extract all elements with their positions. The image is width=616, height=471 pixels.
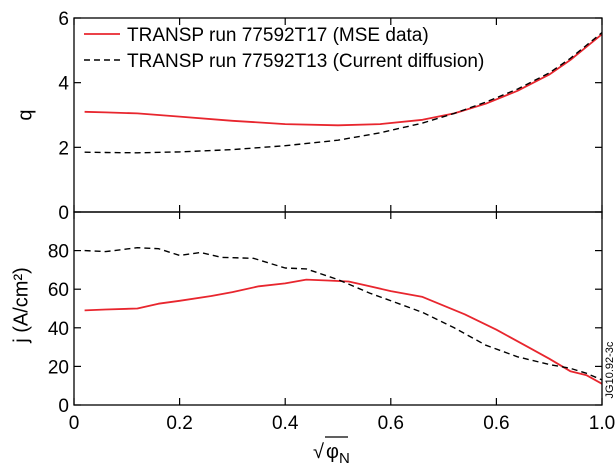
y-tick-label: 20 <box>48 357 69 378</box>
y-tick-label: 4 <box>58 74 69 95</box>
y-tick-label: 80 <box>48 242 69 263</box>
q-series-line-2 <box>84 32 603 154</box>
x-axis-phi: φ <box>326 441 339 463</box>
x-axis-subscript: N <box>339 450 350 466</box>
j-panel: 0 0.2 0.4 0.6 0.6 1.0 0 20 40 60 80 j (A/cm²) <box>10 211 615 434</box>
y-tick-label: 0 <box>58 203 69 224</box>
j-series-line-2 <box>84 247 603 381</box>
y-tick-label: 0 <box>58 396 69 417</box>
j-panel-frame <box>73 211 603 406</box>
y-tick-label: 6 <box>58 9 69 30</box>
legend-label: TRANSP run 77592T13 (Current diffusion) <box>127 51 484 72</box>
x-axis-root-sign: √ <box>313 441 324 463</box>
x-tick-label: 0.4 <box>272 413 299 434</box>
y-tick-label: 60 <box>48 280 69 301</box>
x-tick-label: 0.6 <box>378 413 404 434</box>
j-series-line-1 <box>84 278 603 385</box>
q-series-line-1 <box>84 33 603 127</box>
j-axis-title: j (A/cm²) <box>10 267 32 344</box>
figure-code-label: JG10.92-3c <box>604 341 616 398</box>
x-axis-title: √ φ N <box>313 436 350 467</box>
y-tick-label: 40 <box>48 319 69 340</box>
x-tick-label: 1.0 <box>589 413 615 434</box>
q-axis-title: q <box>14 109 36 120</box>
x-tick-label: 0 <box>69 413 80 434</box>
y-tick-label: 2 <box>58 138 69 159</box>
x-tick-label: 0.6 <box>483 413 509 434</box>
legend-label: TRANSP run 77592T17 (MSE data) <box>127 25 429 46</box>
legend: TRANSP run 77592T17 (MSE data) TRANSP run… <box>84 25 484 72</box>
x-tick-label: 0.2 <box>166 413 192 434</box>
